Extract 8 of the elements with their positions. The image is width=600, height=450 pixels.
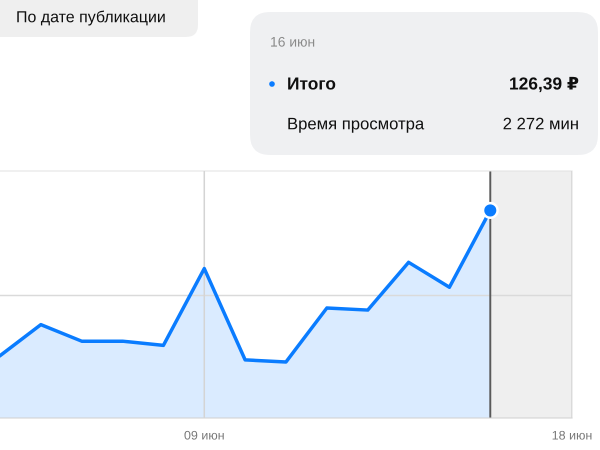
text: Итого bbox=[288, 78, 336, 90]
x-tick-label: 09 июн bbox=[184, 430, 224, 440]
x-tick-label: 18 июн bbox=[552, 430, 592, 440]
text: Время просмотра bbox=[288, 118, 424, 133]
text: 126,39 ₽ bbox=[510, 76, 578, 92]
text: 2 272 мин bbox=[504, 118, 578, 130]
text: По дате публикации bbox=[17, 10, 165, 26]
text: 16 июн bbox=[271, 36, 314, 47]
